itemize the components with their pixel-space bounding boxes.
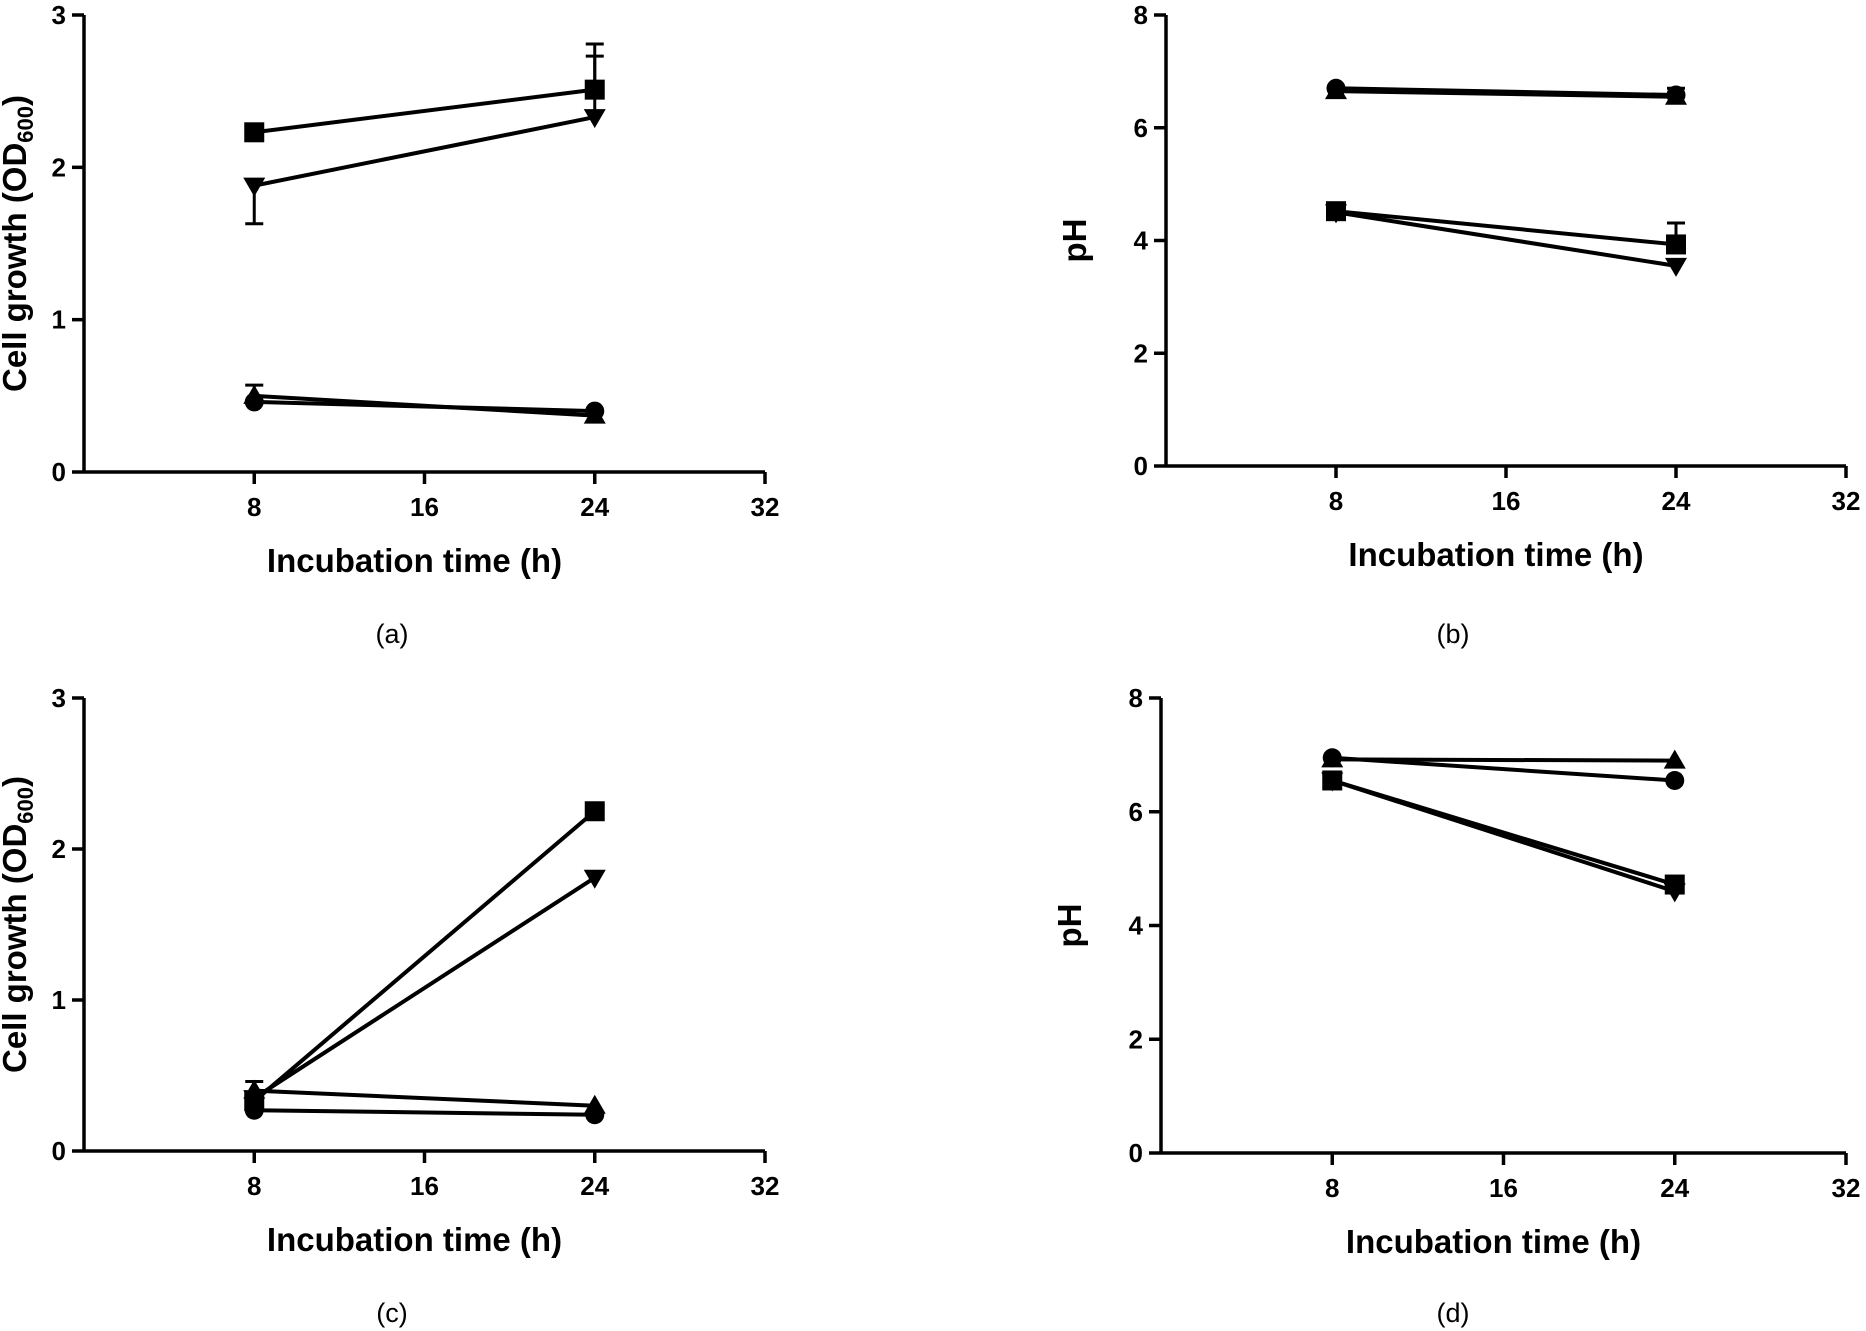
data-point-triangle-down — [583, 109, 606, 129]
y-axis-title: pH — [1056, 219, 1093, 263]
x-tick-label: 24 — [1660, 1173, 1689, 1203]
data-point-triangle-down — [1325, 204, 1347, 224]
x-tick-label: 8 — [1325, 1173, 1339, 1203]
series-line-triangle-down — [1331, 778, 1676, 894]
x-tick-label: 16 — [410, 492, 439, 522]
y-tick-label: 8 — [1129, 683, 1143, 713]
y-tick-label: 0 — [52, 1136, 66, 1166]
data-point-triangle-up — [1665, 85, 1687, 105]
y-tick-label: 1 — [52, 305, 66, 335]
panel-label-d: (d) — [1437, 1298, 1470, 1328]
data-point-circle — [585, 401, 605, 421]
x-tick-label: 16 — [410, 1171, 439, 1201]
data-point-triangle-up — [1321, 748, 1344, 768]
x-tick-label: 8 — [247, 1171, 261, 1201]
data-point-square — [244, 122, 265, 143]
data-point-triangle-up — [1663, 749, 1686, 769]
y-tick-label: 1 — [52, 985, 66, 1015]
series-line-triangle-up — [254, 1088, 595, 1108]
y-tick-label: 8 — [1134, 0, 1148, 30]
series-line-circle — [254, 1108, 595, 1117]
y-axis-title: pH — [1051, 904, 1088, 948]
series-line-triangle-down — [253, 876, 596, 1100]
x-tick-label: 16 — [1489, 1173, 1518, 1203]
y-tick-label: 4 — [1129, 911, 1144, 941]
x-tick-label: 24 — [580, 492, 609, 522]
series-line-square — [252, 809, 597, 1103]
x-tick-label: 32 — [751, 492, 780, 522]
data-point-square — [1666, 234, 1686, 255]
series-triangle-up — [243, 1079, 606, 1114]
y-tick-label: 6 — [1129, 797, 1143, 827]
y-tick-label: 3 — [52, 0, 66, 30]
series-line-triangle-down — [253, 115, 596, 188]
y-tick-label: 6 — [1134, 113, 1148, 143]
series-triangle-down — [243, 54, 606, 226]
x-tick-label: 8 — [247, 492, 261, 522]
x-tick-label: 32 — [751, 1171, 780, 1201]
x-axis-title: Incubation time (h) — [1348, 536, 1643, 573]
data-point-triangle-up — [1325, 80, 1347, 100]
data-point-circle — [244, 392, 264, 412]
y-tick-label: 2 — [1134, 338, 1148, 368]
series-line-circle — [254, 399, 595, 414]
series-square — [1326, 201, 1686, 255]
series-line-square — [1335, 209, 1677, 247]
series-triangle-up — [1321, 748, 1686, 769]
data-point-circle — [244, 1100, 264, 1120]
x-tick-label: 32 — [1832, 1173, 1861, 1203]
series-square — [244, 801, 605, 1112]
y-tick-label: 2 — [1129, 1024, 1143, 1054]
data-point-triangle-up — [243, 1079, 266, 1099]
series-line-triangle-down — [1335, 210, 1677, 268]
x-axis-title: Incubation time (h) — [1346, 1223, 1641, 1260]
series-triangle-down — [1321, 772, 1686, 903]
panel-a: 0 1 2 3 8 16 24 32 Incubation time (h) Cell growt… — [0, 0, 779, 579]
series-line-triangle-up — [1332, 757, 1675, 763]
panel-c: 0 1 2 3 8 16 24 32 Incubation time (h) Cell growt… — [0, 683, 779, 1258]
series-circle — [1322, 748, 1685, 790]
y-tick-label: 4 — [1134, 226, 1149, 256]
panel-label-b: (b) — [1437, 619, 1470, 649]
y-tick-label: 0 — [1134, 451, 1148, 481]
y-tick-label: 2 — [52, 152, 66, 182]
series-circle — [244, 392, 605, 421]
y-tick-label: 2 — [52, 834, 66, 864]
series-line-square — [254, 87, 595, 135]
series-triangle-down — [1325, 204, 1687, 277]
y-axis-title: Cell growth (OD600) — [0, 776, 38, 1073]
x-tick-label: 16 — [1492, 486, 1521, 516]
data-point-triangle-down — [1663, 883, 1686, 903]
y-tick-label: 3 — [52, 683, 66, 713]
data-point-circle — [1665, 770, 1685, 790]
y-tick-label: 0 — [1129, 1138, 1143, 1168]
data-point-circle — [585, 1105, 605, 1125]
y-tick-label: 0 — [52, 457, 66, 487]
x-axis-title: Incubation time (h) — [267, 1221, 562, 1258]
x-tick-label: 8 — [1329, 486, 1343, 516]
data-point-triangle-down — [243, 177, 266, 197]
data-point-triangle-down — [1665, 257, 1687, 277]
x-tick-label: 32 — [1832, 486, 1861, 516]
x-axis-title: Incubation time (h) — [267, 542, 562, 579]
series-circle — [244, 1100, 605, 1125]
series-triangle-up — [1325, 80, 1687, 105]
y-axis-title: Cell growth (OD600) — [0, 95, 38, 392]
data-point-triangle-down — [583, 869, 606, 889]
series-triangle-down — [243, 869, 606, 1110]
data-point-triangle-down — [1321, 772, 1344, 792]
panel-label-a: (a) — [376, 619, 409, 649]
x-tick-label: 24 — [1662, 486, 1691, 516]
data-point-square — [584, 801, 605, 822]
series-line-triangle-up — [1335, 89, 1677, 99]
panel-label-c: (c) — [376, 1298, 407, 1328]
x-tick-label: 24 — [580, 1171, 609, 1201]
